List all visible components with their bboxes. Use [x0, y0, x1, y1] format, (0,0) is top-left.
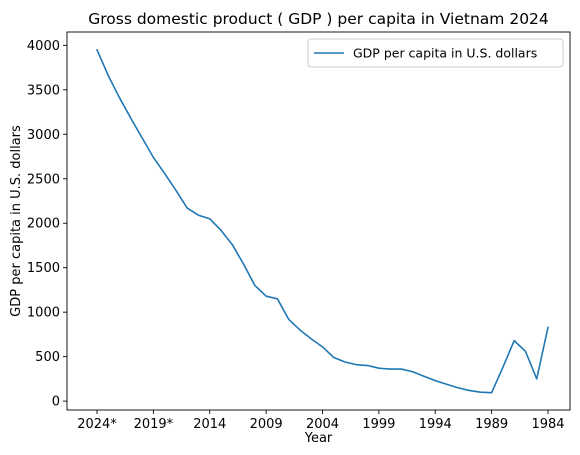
- y-tick-label: 0: [52, 395, 60, 410]
- y-axis: 0 500 1000 1500 2000 2500 3000 3500 4000: [27, 39, 67, 410]
- y-tick-label: 500: [35, 350, 60, 365]
- y-tick-label: 3500: [27, 83, 60, 98]
- legend-box: [307, 38, 564, 68]
- plot-area: [96, 48, 549, 394]
- plot-frame: [66, 31, 571, 411]
- y-axis-title: GDP per capita in U.S. dollars: [9, 125, 24, 317]
- y-tick-label: 2500: [27, 172, 60, 187]
- legend-entry-label: GDP per capita in U.S. dollars: [353, 46, 537, 61]
- x-axis-title: Year: [304, 431, 333, 446]
- y-tick-label: 3000: [27, 128, 60, 143]
- x-tick-label: 1984: [531, 417, 564, 432]
- legend: GDP per capita in U.S. dollars: [307, 38, 564, 68]
- x-tick-label: 2004: [306, 417, 339, 432]
- x-tick-label: 2009: [250, 417, 283, 432]
- x-tick-label: 1994: [419, 417, 452, 432]
- y-tick-label: 1500: [27, 261, 60, 276]
- x-tick-label: 1999: [362, 417, 395, 432]
- x-axis: 2024* 2019* 2014 2009 2004 1999 1994 1989 1984: [77, 410, 565, 432]
- x-tick-label: 2014: [193, 417, 226, 432]
- series-line-gdp-per-capita: [96, 48, 549, 394]
- y-tick-label: 1000: [27, 306, 60, 321]
- y-tick-label: 2000: [27, 217, 60, 232]
- x-tick-label: 2024*: [77, 417, 117, 432]
- x-tick-label: 1989: [475, 417, 508, 432]
- chart-title: Gross domestic product ( GDP ) per capit…: [88, 10, 549, 28]
- y-tick-label: 4000: [27, 39, 60, 54]
- x-tick-label: 2019*: [134, 417, 174, 432]
